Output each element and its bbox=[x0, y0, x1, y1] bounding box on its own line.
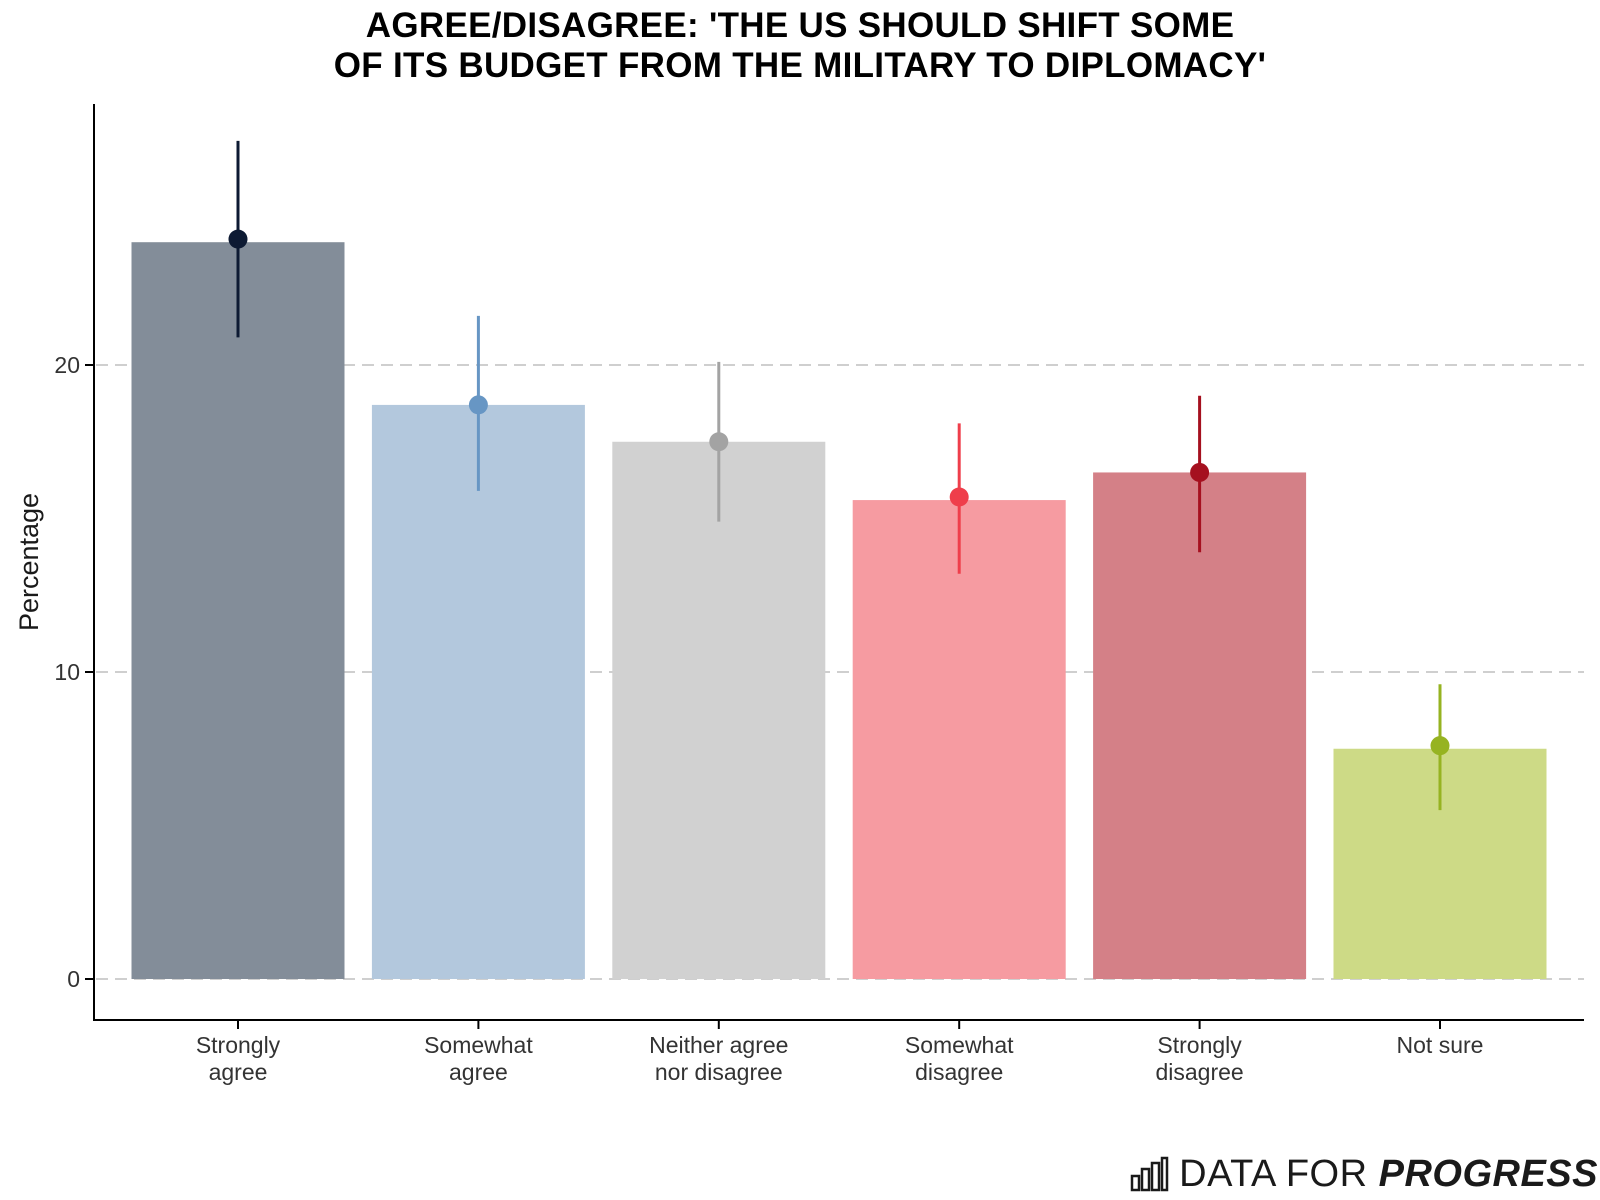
x-tick-label-line: disagree bbox=[1155, 1059, 1243, 1085]
y-tick-label: 0 bbox=[67, 966, 80, 992]
x-tick-label-line: Not sure bbox=[1397, 1032, 1484, 1058]
x-tick-label: Strongly agree bbox=[196, 1032, 281, 1085]
y-tick-label: 10 bbox=[54, 659, 80, 685]
x-tick-label-line: Somewhat bbox=[424, 1032, 533, 1058]
x-tick-label: Strongly disagree bbox=[1155, 1032, 1243, 1085]
bar bbox=[852, 500, 1066, 979]
y-tick-label: 20 bbox=[54, 352, 80, 378]
y-axis-label: Percentage bbox=[14, 493, 44, 631]
bars bbox=[131, 242, 1547, 979]
x-tick-label-line: agree bbox=[209, 1059, 268, 1085]
data-point bbox=[949, 487, 969, 507]
x-tick-label: Somewhat agree bbox=[424, 1032, 533, 1085]
branding: DATA FOR PROGRESS bbox=[1129, 1152, 1598, 1196]
x-tick-label-line: Neither agree bbox=[649, 1032, 788, 1058]
data-point bbox=[228, 229, 248, 249]
x-tick-label-line: Strongly bbox=[1157, 1032, 1242, 1058]
chart-title: AGREE/DISAGREE: 'THE US SHOULD SHIFT SOM… bbox=[0, 6, 1600, 86]
brand-text-light: DATA FOR bbox=[1179, 1152, 1379, 1195]
brand-text: DATA FOR PROGRESS bbox=[1179, 1153, 1598, 1196]
x-tick-label: Somewhat disagree bbox=[905, 1032, 1014, 1085]
brand-text-bold: PROGRESS bbox=[1378, 1152, 1598, 1195]
x-tick-label-line: agree bbox=[449, 1059, 508, 1085]
axes bbox=[93, 104, 1584, 1021]
x-tick-label-line: Somewhat bbox=[905, 1032, 1014, 1058]
bar bbox=[612, 441, 826, 979]
data-point bbox=[1190, 462, 1210, 482]
x-tick-label-line: Strongly bbox=[196, 1032, 281, 1058]
error-bars bbox=[228, 140, 1450, 811]
x-tick-label-line: nor disagree bbox=[655, 1059, 783, 1085]
x-tick-label-line: disagree bbox=[915, 1059, 1003, 1085]
x-tick-label: Not sure bbox=[1397, 1032, 1484, 1058]
data-point bbox=[1430, 736, 1450, 756]
bar bbox=[131, 242, 345, 979]
data-point bbox=[468, 395, 488, 415]
chart-title-line-1: AGREE/DISAGREE: 'THE US SHOULD SHIFT SOM… bbox=[365, 6, 1235, 45]
data-point bbox=[709, 432, 729, 452]
bar bbox=[1093, 472, 1307, 979]
x-tick-label: Neither agree nor disagree bbox=[649, 1032, 788, 1085]
bar-chart-logo-icon bbox=[1130, 1156, 1169, 1192]
chart-title-line-2: OF ITS BUDGET FROM THE MILITARY TO DIPLO… bbox=[333, 46, 1267, 85]
bar bbox=[371, 404, 585, 979]
